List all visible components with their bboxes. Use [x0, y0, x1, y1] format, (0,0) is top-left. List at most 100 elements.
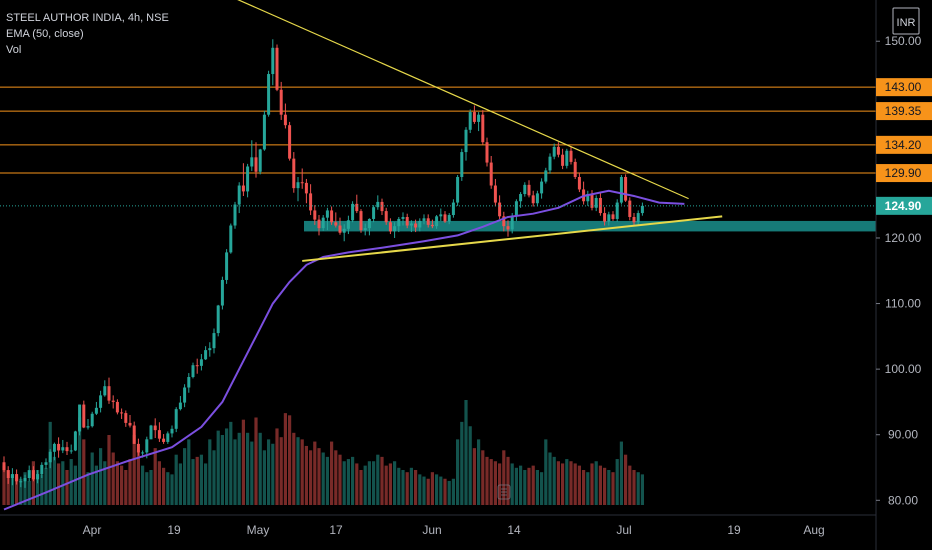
volume-bar — [296, 437, 300, 505]
candle — [23, 474, 27, 488]
candle — [640, 202, 644, 216]
candle — [535, 190, 539, 207]
volume-bar — [141, 465, 145, 505]
volume-bar — [632, 470, 636, 505]
candle — [296, 176, 300, 202]
volume-bar — [540, 472, 544, 505]
candle — [191, 362, 195, 379]
volume-bar — [103, 461, 107, 505]
candle-body — [48, 451, 52, 463]
volume-bar — [594, 461, 598, 505]
volume-bar — [544, 439, 548, 505]
candle-body — [376, 201, 380, 208]
candle-body — [548, 156, 552, 171]
candle — [502, 211, 506, 232]
candle — [489, 156, 493, 189]
candle — [506, 220, 510, 237]
volume-bar — [611, 472, 615, 505]
candle-body — [325, 210, 329, 218]
candle — [157, 422, 161, 442]
volume-bar — [149, 470, 153, 505]
candle-body — [393, 226, 397, 232]
candle-body — [519, 194, 523, 202]
candle-body — [355, 203, 359, 212]
x-tick-label: 14 — [507, 523, 521, 537]
candle-body — [506, 226, 510, 230]
candle — [99, 390, 103, 413]
candle — [544, 167, 548, 184]
candle-body — [212, 333, 216, 349]
volume-bar — [233, 439, 237, 505]
volume-bar — [208, 439, 212, 505]
volume-bar — [279, 437, 283, 505]
candle-body — [590, 194, 594, 208]
candle-body — [233, 204, 237, 226]
candle — [225, 249, 229, 284]
volume-bar — [191, 459, 195, 505]
candle — [195, 358, 199, 374]
candle-body — [632, 216, 636, 223]
currency-box[interactable]: INR — [892, 7, 920, 35]
candle — [90, 411, 94, 428]
x-tick-label: Aug — [803, 523, 824, 537]
volume-bar — [94, 465, 98, 505]
y-tick-label: 80.00 — [888, 493, 918, 507]
candle — [409, 220, 413, 233]
volume-bar — [40, 474, 44, 505]
x-axis[interactable]: Apr 19 May 17 Jun 14 Jul 19 Aug — [0, 514, 876, 537]
volume-bar — [90, 452, 94, 505]
candle — [204, 346, 208, 360]
level-labels: 143.00 139.35 134.20 129.90 — [876, 78, 932, 183]
volume-bar — [464, 400, 468, 505]
volume-bar — [57, 463, 61, 505]
candle — [162, 434, 166, 444]
candle — [52, 442, 56, 461]
last-price-label: 124.90 — [885, 199, 922, 213]
candle — [321, 215, 325, 231]
candle-body — [65, 447, 69, 452]
candle-body — [460, 152, 464, 177]
candle — [220, 276, 224, 310]
candle-body — [594, 197, 598, 208]
volume-bar — [355, 463, 359, 505]
candle-body — [15, 474, 19, 482]
candle-body — [267, 74, 271, 115]
candle-body — [216, 305, 220, 334]
volume-bar — [565, 459, 569, 505]
candle — [435, 215, 439, 229]
candle-body — [94, 407, 98, 414]
volume-bar — [187, 439, 191, 505]
volume-bar — [212, 450, 216, 505]
candle — [607, 211, 611, 226]
candle — [334, 212, 338, 228]
candle — [48, 449, 52, 469]
volume-bar — [15, 476, 19, 505]
volume-bar — [132, 435, 136, 505]
candle — [388, 218, 392, 235]
currency-label: INR — [897, 17, 916, 29]
candle-body — [103, 386, 107, 396]
candle-body — [145, 439, 149, 453]
candle-body — [183, 387, 187, 403]
trendlines — [237, 0, 723, 262]
candle-body — [82, 404, 86, 428]
candle-body — [351, 203, 355, 221]
candle-body — [552, 146, 556, 157]
candle-body — [44, 462, 48, 465]
ema-indicator-label[interactable]: EMA (50, close) — [6, 28, 84, 40]
last-price-badge: 124.90 — [876, 196, 932, 215]
symbol-title[interactable]: STEEL AUTHOR INDIA, 4h, NSE — [6, 12, 169, 24]
volume-bar — [288, 415, 292, 505]
volume-bar — [384, 465, 388, 505]
candle — [57, 437, 61, 458]
volume-bar — [426, 478, 430, 505]
volume-watermark-icon — [497, 484, 511, 500]
candle-body — [447, 215, 451, 222]
candle — [363, 223, 367, 236]
volume-bar — [6, 470, 10, 505]
volume-bar — [527, 467, 531, 505]
candle — [330, 206, 334, 225]
candle-body — [481, 114, 485, 143]
volume-indicator-label[interactable]: Vol — [6, 44, 22, 56]
